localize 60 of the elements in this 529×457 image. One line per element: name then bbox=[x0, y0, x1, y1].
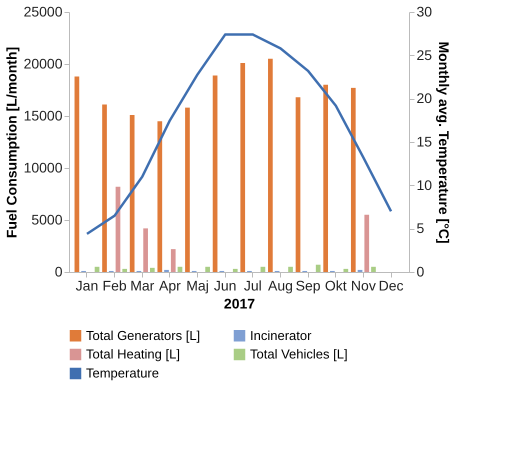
y2-tick-label: 10 bbox=[416, 176, 432, 193]
bar bbox=[185, 108, 190, 272]
bar bbox=[316, 264, 321, 272]
x-tick-label: Mar bbox=[130, 278, 155, 294]
bar bbox=[178, 266, 182, 272]
bar bbox=[170, 249, 176, 272]
bar bbox=[94, 266, 100, 272]
y2-tick-label: 0 bbox=[416, 264, 424, 280]
bar bbox=[130, 114, 135, 272]
bar bbox=[260, 266, 266, 272]
bar bbox=[240, 62, 246, 272]
bar bbox=[371, 266, 376, 272]
bar bbox=[350, 88, 356, 272]
y2-tick-label: 5 bbox=[416, 220, 424, 236]
y-tick-label: 15000 bbox=[24, 108, 63, 124]
bar bbox=[116, 186, 120, 272]
x-tick-label: Dec bbox=[378, 278, 404, 294]
bar bbox=[122, 268, 128, 272]
bar bbox=[296, 97, 300, 272]
bar bbox=[102, 104, 107, 272]
legend-label: Total Vehicles [L] bbox=[250, 346, 348, 362]
x-tick-label: Sep bbox=[296, 278, 321, 294]
bar bbox=[212, 75, 218, 272]
x-tick-label: Aug bbox=[268, 278, 293, 294]
x-tick-label: Feb bbox=[102, 278, 127, 294]
legend-label: Total Generators [L] bbox=[86, 328, 200, 343]
x-tick-label: Jul bbox=[244, 278, 262, 294]
y-tick-label: 25000 bbox=[24, 4, 63, 20]
x-tick-label: Maj bbox=[186, 278, 209, 294]
bar bbox=[157, 121, 162, 272]
y2-tick-label: 25 bbox=[416, 46, 432, 63]
x-tick-label: Nov bbox=[350, 278, 376, 294]
y-tick-label: 0 bbox=[54, 264, 63, 280]
bar bbox=[74, 76, 80, 272]
bar bbox=[205, 266, 210, 272]
bar bbox=[343, 268, 348, 272]
bar bbox=[323, 84, 328, 272]
y-tick-label: 20000 bbox=[24, 56, 63, 72]
y2-axis-title: Monthly avg. Temperature [°C] bbox=[436, 41, 452, 244]
bar bbox=[150, 268, 155, 272]
x-axis-title: 2017 bbox=[224, 296, 256, 312]
bar bbox=[143, 228, 148, 272]
x-tick-label: Jun bbox=[214, 278, 236, 294]
y2-tick-label: 20 bbox=[416, 90, 432, 106]
y-axis-title: Fuel Consumption [L/month] bbox=[4, 46, 20, 238]
y2-tick-label: 15 bbox=[416, 134, 432, 150]
y-tick-label: 10000 bbox=[24, 160, 63, 176]
y-tick-label: 5000 bbox=[31, 212, 63, 228]
legend-label: Total Heating [L] bbox=[86, 346, 180, 362]
legend-label: Temperature bbox=[86, 366, 159, 380]
y2-tick-label: 30 bbox=[416, 4, 432, 20]
x-tick-label: Okt bbox=[324, 278, 347, 294]
bar bbox=[268, 58, 273, 272]
bar bbox=[364, 214, 370, 272]
legend-label: Incinerator bbox=[250, 328, 312, 343]
x-tick-label: Jan bbox=[76, 278, 98, 294]
x-tick-label: Apr bbox=[158, 278, 182, 294]
bar bbox=[288, 266, 293, 272]
bar bbox=[232, 268, 238, 272]
line-series bbox=[86, 33, 392, 236]
